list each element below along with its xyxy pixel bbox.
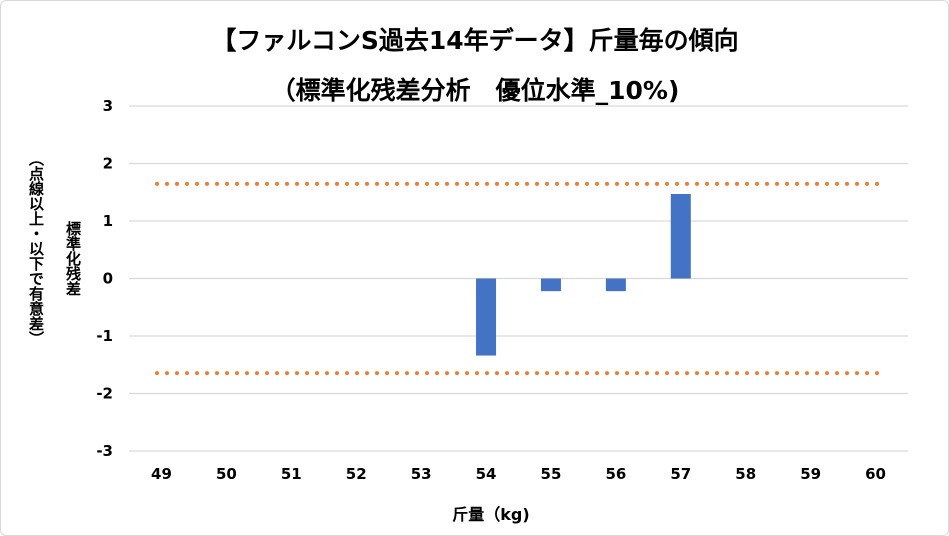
x-tick-labels: 49 50 51 52 53 54 55 56 57 58 59 60 <box>151 465 886 483</box>
y-tick-label: 3 <box>103 97 113 115</box>
y-tick-labels: 3 2 1 0 -1 -2 -3 <box>96 97 113 460</box>
x-tick-label: 59 <box>800 465 821 483</box>
x-tick-label: 58 <box>735 465 756 483</box>
bar-57 <box>670 193 691 279</box>
x-tick-label: 57 <box>670 465 691 483</box>
x-tick-label: 52 <box>346 465 367 483</box>
x-tick-label: 60 <box>865 465 886 483</box>
x-tick-label: 49 <box>151 465 172 483</box>
bar-55 <box>540 278 561 292</box>
bars <box>476 193 691 356</box>
x-tick-label: 51 <box>281 465 302 483</box>
y-tick-label: 2 <box>103 155 113 173</box>
x-axis-title: 斤量（kg) <box>452 505 529 524</box>
y-tick-label: -1 <box>96 327 113 345</box>
chart-title: 【ファルコンS過去14年データ】斤量毎の傾向 <box>211 26 738 55</box>
chart-subtitle: （標準化残差分析 優位水準_10%) <box>271 76 680 105</box>
x-tick-label: 56 <box>605 465 626 483</box>
y-tick-label: -2 <box>96 385 113 403</box>
x-tick-label: 53 <box>411 465 432 483</box>
y-axis-note: （点線以上・以下で有意差） <box>27 151 45 346</box>
x-tick-label: 50 <box>216 465 237 483</box>
x-tick-label: 55 <box>541 465 562 483</box>
y-tick-label: 0 <box>103 270 113 288</box>
y-axis-title: 標準化残差 <box>64 220 82 296</box>
gridlines <box>129 105 908 452</box>
bar-56 <box>605 278 626 292</box>
y-tick-label: 1 <box>103 212 113 230</box>
x-tick-label: 54 <box>476 465 497 483</box>
threshold-lines <box>155 181 880 376</box>
bar-54 <box>476 278 497 356</box>
y-tick-label: -3 <box>96 442 113 460</box>
